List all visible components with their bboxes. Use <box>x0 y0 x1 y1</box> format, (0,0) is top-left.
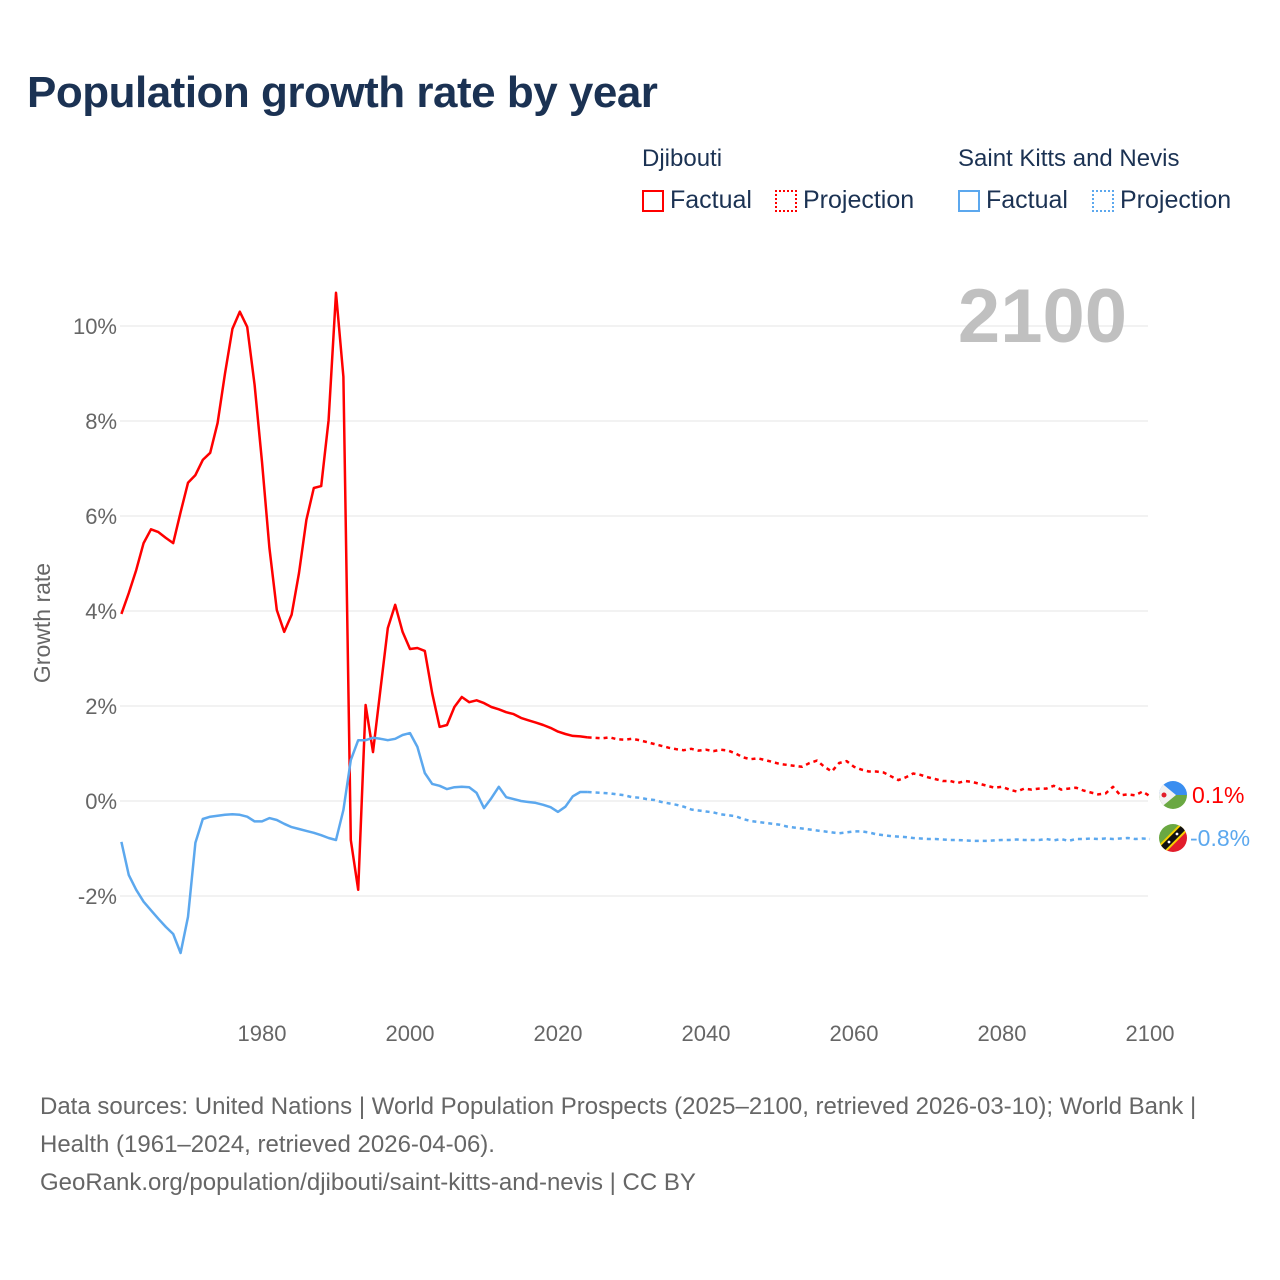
x-tick-label: 2060 <box>830 1021 879 1046</box>
y-axis-label: Growth rate <box>29 563 55 683</box>
legend-skn-factual[interactable]: Factual <box>958 186 1068 215</box>
chart-title: Population growth rate by year <box>27 68 658 117</box>
x-tick-label: 2100 <box>1126 1021 1175 1046</box>
djibouti-flag-icon <box>1159 781 1187 809</box>
legend-label: Factual <box>670 186 752 214</box>
saint-kitts-and-nevis-flag-icon <box>1159 824 1187 852</box>
x-tick-label: 2000 <box>386 1021 435 1046</box>
y-tick-label: 6% <box>85 504 117 529</box>
legend-swatch-solid <box>958 189 980 212</box>
djibouti-end-label: 0.1% <box>1192 782 1244 808</box>
data-sources: Data sources: United Nations | World Pop… <box>40 1093 1197 1158</box>
footer: Data sources: United Nations | World Pop… <box>40 1088 1240 1202</box>
legend-label: Factual <box>986 186 1068 214</box>
legend-group-djibouti: Djibouti <box>642 145 723 172</box>
x-tick-label: 2040 <box>682 1021 731 1046</box>
y-tick-label: 0% <box>85 789 117 814</box>
source-link[interactable]: GeoRank.org/population/djibouti/saint-ki… <box>40 1169 696 1196</box>
year-watermark: 2100 <box>958 274 1127 359</box>
legend-swatch-dotted <box>1092 189 1114 212</box>
legend-label: Projection <box>803 186 915 214</box>
y-tick-label: 8% <box>85 409 117 434</box>
legend-group-skn: Saint Kitts and Nevis <box>958 145 1180 172</box>
x-tick-label: 2080 <box>978 1021 1027 1046</box>
djibouti-projection-line <box>587 736 1151 798</box>
djibouti-factual-line <box>120 291 588 892</box>
y-tick-label: 10% <box>73 314 117 339</box>
y-tick-label: 2% <box>85 694 117 719</box>
saint-kitts-and-nevis-factual-line <box>120 731 588 955</box>
x-tick-label: 2020 <box>534 1021 583 1046</box>
skn-end-label: -0.8% <box>1190 825 1250 851</box>
y-tick-label: -2% <box>78 884 117 909</box>
legend-djibouti-projection[interactable]: Projection <box>775 186 914 215</box>
legend-skn-projection[interactable]: Projection <box>1092 186 1231 215</box>
legend-label: Projection <box>1120 186 1232 214</box>
legend-djibouti-factual[interactable]: Factual <box>642 186 752 215</box>
legend-swatch-dotted <box>775 189 797 212</box>
y-tick-label: 4% <box>85 599 117 624</box>
saint-kitts-and-nevis-projection-line <box>587 790 1151 843</box>
x-tick-label: 1980 <box>238 1021 287 1046</box>
legend-swatch-solid <box>642 189 664 212</box>
